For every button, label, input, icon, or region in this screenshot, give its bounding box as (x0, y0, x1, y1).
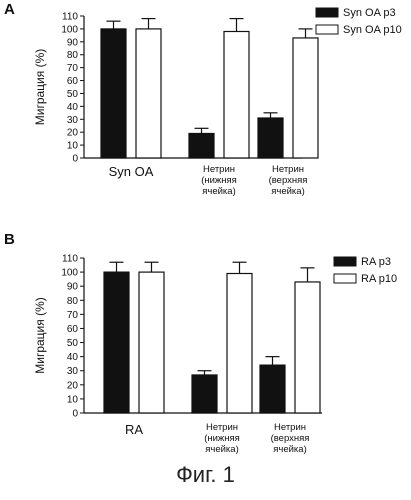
y-axis-label: Миграция (%) (33, 297, 47, 374)
legend-swatch (333, 256, 357, 267)
legend-label: Syn OA p10 (343, 24, 402, 36)
y-tick-label: 90 (67, 37, 79, 48)
bar (191, 374, 218, 414)
category-label: ячейка) (205, 444, 239, 455)
y-tick-label: 110 (62, 254, 78, 265)
category-label: (нижняя (204, 433, 240, 444)
y-tick-label: 100 (61, 268, 78, 279)
y-axis-label: Миграция (%) (33, 49, 47, 126)
category-label: (верхняя (269, 175, 308, 186)
y-tick-label: 60 (67, 76, 79, 87)
category-label: ячейка) (271, 186, 305, 197)
y-tick-label: 40 (67, 352, 79, 363)
legend-label: RA p3 (361, 256, 391, 268)
bar (259, 364, 286, 414)
y-tick-label: 0 (72, 154, 78, 165)
y-tick-label: 20 (67, 380, 79, 391)
category-label: Нетрин (203, 164, 235, 175)
y-tick-label: 110 (62, 12, 78, 23)
category-label: Нетрин (206, 422, 238, 433)
bar (226, 272, 253, 414)
category-label: Нетрин (272, 164, 304, 175)
y-tick-label: 30 (67, 366, 79, 377)
category-label: ячейка) (273, 444, 307, 455)
legend-swatch (315, 24, 339, 35)
y-tick-label: 50 (67, 89, 79, 100)
legend-swatch (333, 273, 357, 284)
y-tick-label: 60 (67, 324, 79, 335)
category-label: (верхняя (271, 433, 310, 444)
bar (135, 28, 162, 159)
y-tick-label: 50 (67, 338, 79, 349)
bar (223, 30, 250, 159)
legend-label: RA p10 (361, 273, 397, 285)
y-tick-label: 90 (67, 282, 79, 293)
y-tick-label: 100 (61, 24, 78, 35)
bar (103, 271, 130, 414)
y-tick-label: 0 (72, 409, 78, 420)
bar (100, 28, 127, 159)
category-label: ячейка) (202, 186, 236, 197)
bar (294, 281, 321, 414)
y-tick-label: 80 (67, 296, 79, 307)
bar (257, 117, 284, 159)
category-label: (нижняя (201, 175, 237, 186)
panel-label: A (4, 1, 15, 18)
y-tick-label: 80 (67, 50, 79, 61)
y-tick-label: 30 (67, 115, 79, 126)
y-tick-label: 10 (67, 394, 79, 405)
bar (188, 132, 215, 159)
category-label: RA (125, 422, 143, 437)
category-label: Нетрин (274, 422, 306, 433)
bar (292, 37, 319, 159)
panel-label: B (4, 231, 15, 248)
bar (138, 271, 165, 414)
category-label: Syn OA (109, 164, 154, 179)
y-tick-label: 10 (67, 141, 79, 152)
y-tick-label: 70 (67, 310, 79, 321)
legend-label: Syn OA p3 (343, 7, 396, 19)
y-tick-label: 40 (67, 102, 79, 113)
y-tick-label: 20 (67, 128, 79, 139)
figure-caption: Фиг. 1 (176, 462, 235, 487)
legend-swatch (315, 7, 339, 18)
y-tick-label: 70 (67, 63, 79, 74)
